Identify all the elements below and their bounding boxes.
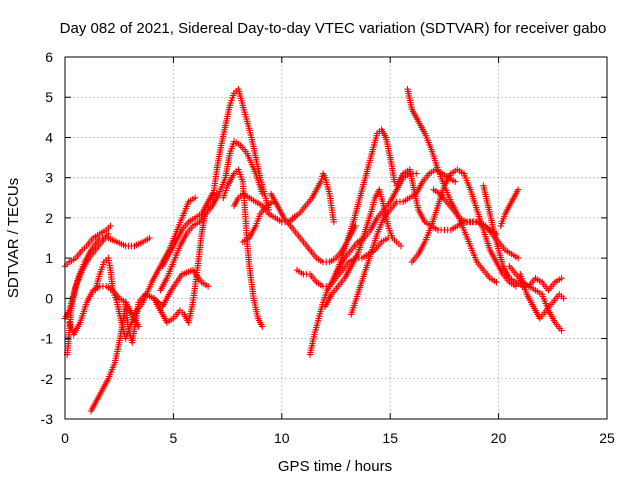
data-point-markers: [157, 138, 266, 294]
series-track-7: [150, 202, 214, 326]
data-point-markers: [159, 190, 220, 270]
plot-frame: [64, 56, 608, 420]
x-tick-label: 10: [274, 430, 290, 446]
y-tick-label: 3: [45, 170, 53, 186]
series-track-10: [209, 86, 272, 213]
data-point-markers: [64, 230, 112, 358]
series-track-16: [306, 170, 420, 358]
y-tick-label: 4: [45, 129, 53, 145]
y-tick-label: 6: [45, 49, 53, 65]
x-tick-label: 0: [61, 430, 69, 446]
series-track-11: [220, 166, 266, 330]
x-tick-label: 20: [491, 430, 507, 446]
x-axis-label: GPS time / hours: [278, 458, 392, 475]
y-tick-label: -2: [41, 371, 54, 387]
data-point-markers: [480, 182, 565, 334]
series-track-3: [64, 230, 112, 358]
x-tick-label: 15: [382, 430, 398, 446]
data-point-markers: [517, 271, 567, 322]
series-track-8: [159, 190, 220, 270]
data-point-markers: [430, 186, 522, 262]
series-track-6: [92, 194, 199, 342]
series-track-26: [497, 186, 522, 230]
grid-lines: [65, 57, 607, 419]
y-tick-label: -3: [41, 411, 54, 427]
series-track-23: [408, 166, 520, 290]
series-track-19: [267, 190, 359, 266]
x-tick-label: 5: [170, 430, 178, 446]
series-track-13: [239, 198, 277, 246]
series-track-25: [480, 182, 565, 334]
x-tick-label: 25: [599, 430, 615, 446]
y-tick-label: 1: [45, 250, 53, 266]
data-point-markers: [497, 186, 522, 230]
y-tick-label: 0: [45, 290, 53, 306]
chart-title: Day 082 of 2021, Sidereal Day-to-day VTE…: [60, 20, 607, 37]
y-axis-label: SDTVAR / TECUs: [5, 178, 22, 298]
data-point-markers: [306, 170, 420, 358]
data-point-markers: [404, 86, 500, 286]
data-point-markers: [220, 166, 266, 330]
series-track-22: [404, 86, 500, 286]
series-track-17: [322, 186, 405, 310]
data-point-markers: [322, 186, 405, 310]
data-point-markers: [209, 86, 272, 213]
series-track-9: [157, 138, 266, 294]
data-point-markers: [239, 198, 277, 246]
series-track-14: [289, 170, 337, 226]
series-track-28: [517, 271, 567, 322]
data-tracks: [61, 86, 567, 415]
series-track-24: [430, 186, 522, 262]
data-point-markers: [408, 166, 520, 290]
data-point-markers: [92, 194, 199, 342]
axis-ticks: 0 5 10 15 20 25 -3 -2 -1 0 1 2 3 4 5 6: [41, 49, 615, 446]
data-point-markers: [267, 190, 359, 266]
data-point-markers: [289, 170, 337, 226]
data-point-markers: [150, 202, 214, 326]
y-tick-label: 5: [45, 89, 53, 105]
y-tick-label: 2: [45, 210, 53, 226]
y-tick-label: -1: [41, 331, 54, 347]
